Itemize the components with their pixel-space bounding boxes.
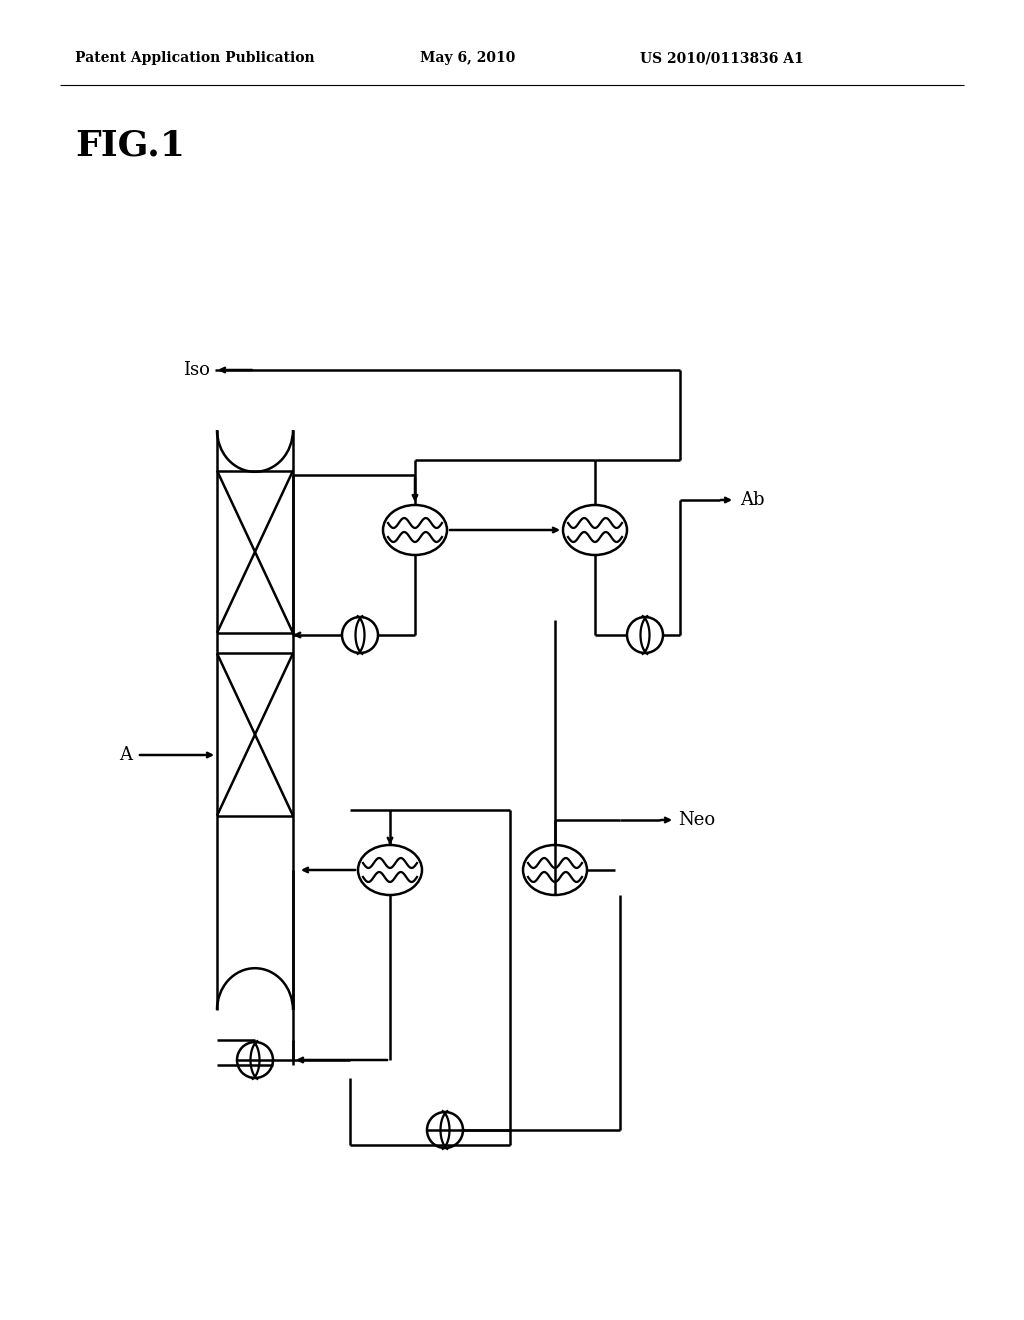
Text: FIG.1: FIG.1: [75, 128, 185, 162]
Text: Neo: Neo: [678, 810, 715, 829]
Text: A: A: [119, 746, 132, 764]
Text: Patent Application Publication: Patent Application Publication: [75, 51, 314, 65]
Text: May 6, 2010: May 6, 2010: [420, 51, 515, 65]
Text: Ab: Ab: [740, 491, 765, 510]
Text: Iso: Iso: [183, 360, 210, 379]
Text: US 2010/0113836 A1: US 2010/0113836 A1: [640, 51, 804, 65]
